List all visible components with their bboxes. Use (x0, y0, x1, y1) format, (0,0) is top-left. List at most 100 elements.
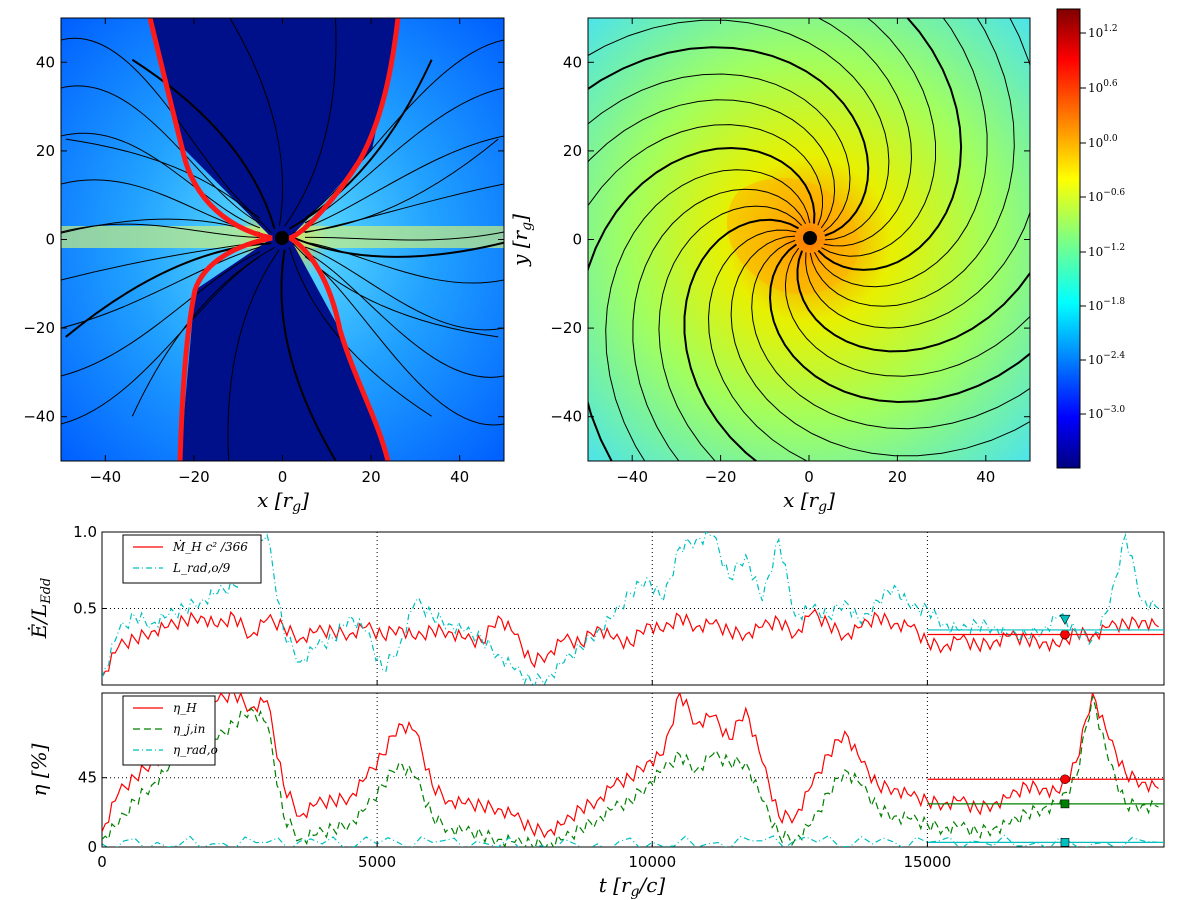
average-marker (1060, 838, 1070, 847)
legend-label: η_H (173, 701, 197, 715)
series-line (102, 608, 1159, 678)
streamline (813, 18, 988, 288)
streamline (817, 18, 913, 247)
streamline (817, 18, 963, 271)
streamline (61, 37, 261, 219)
colorbar-tick-label: 101.2 (1088, 24, 1118, 40)
streamline (61, 85, 261, 224)
streamline (131, 58, 276, 229)
streamline (821, 18, 936, 257)
streamline (588, 46, 870, 237)
panel-top-left: −40 −20 0 20 40 −40 −20 0 20 40 x [rg] (23, 17, 505, 515)
legend-label: Ṁ_H c² /366 (172, 539, 248, 554)
panel-top-right: −40 −20 0 20 40 −40 −20 0 20 40 x [rg] y [rg] (508, 17, 1031, 515)
y-tick-label: 0 (87, 838, 97, 856)
y-tick-label: −40 (550, 408, 582, 426)
contour-left (147, 18, 273, 461)
x-tick-label: 40 (976, 468, 995, 486)
y-tick-label: 20 (563, 142, 582, 160)
streamline (768, 243, 1030, 404)
colorbar-tick-label: 10−0.6 (1088, 188, 1125, 204)
streamline (293, 237, 504, 258)
x-tick-label: 20 (362, 468, 381, 486)
streamlines-right (588, 18, 1030, 461)
streamline (605, 169, 811, 461)
y-tick-label: 0.5 (73, 600, 97, 618)
x-tick-label: 0 (278, 468, 288, 486)
streamline (304, 135, 504, 229)
x-tick-label: 15000 (904, 853, 952, 871)
y-tick-label: −20 (23, 319, 55, 337)
x-tick-label: 5000 (358, 853, 396, 871)
streamline (809, 18, 1015, 307)
y-tick-label: 20 (36, 142, 55, 160)
streamline (730, 235, 1030, 457)
average-marker (1060, 774, 1070, 785)
streamline (707, 229, 808, 461)
colorbar-tick-label: 10−2.4 (1088, 351, 1125, 367)
xlabel-left: x [rg] (257, 488, 309, 515)
legend-box (122, 534, 262, 584)
streamline (632, 188, 807, 461)
streamline (289, 247, 432, 417)
streamlines-left (61, 18, 504, 461)
x-tick-label: −40 (616, 468, 648, 486)
streamline (61, 241, 261, 281)
streamline (304, 183, 504, 234)
y-tick-label: 1.0 (73, 523, 97, 541)
series-line (102, 695, 1159, 847)
x-tick-label: 40 (450, 468, 469, 486)
ylabel-bottom: η [%] (27, 743, 51, 796)
colorbar-tick-label: 100.6 (1088, 79, 1118, 95)
streamline (588, 124, 824, 226)
streamline (304, 251, 504, 378)
streamline (751, 239, 1030, 430)
streamline (304, 246, 504, 331)
average-marker (1060, 799, 1070, 809)
y-tick-label: 40 (36, 53, 55, 71)
x-tick-label: −20 (178, 468, 210, 486)
x-tick-label: −20 (705, 468, 737, 486)
average-marker (1060, 629, 1070, 640)
panel-bottom: 0 5000 10000 15000 0 45 η [%] t [rg/c] η_H η_j… (27, 692, 1165, 900)
legend-label: L_rad,o/9 (172, 561, 231, 575)
x-tick-label: −40 (89, 468, 121, 486)
streamline (61, 132, 261, 229)
colorbar-tick-label: 10−3.0 (1088, 405, 1125, 421)
average-marker (1059, 614, 1071, 625)
streamline (588, 73, 851, 232)
streamline (683, 218, 799, 461)
colorbar-tick-label: 10−1.2 (1088, 243, 1125, 259)
streamline (61, 223, 261, 238)
streamline (304, 39, 504, 219)
x-tick-label: 20 (888, 468, 907, 486)
y-tick-label: −40 (23, 408, 55, 426)
y-tick-label: 45 (78, 769, 97, 787)
y-tick-label: 0 (45, 231, 55, 249)
panel-middle: 0.5 1.0 Ė/LEdd Ṁ_H c² /366 L_rad,o/9 (27, 523, 1165, 686)
y-tick-label: 40 (563, 53, 582, 71)
streamline (61, 246, 261, 329)
colorbar-gradient (1056, 8, 1081, 469)
streamline (280, 249, 337, 461)
streamline (658, 205, 803, 461)
colorbar-tick-label: 100.0 (1088, 134, 1118, 150)
x-tick-label: 10000 (628, 853, 676, 871)
y-tick-label: −20 (550, 319, 582, 337)
streamline (304, 231, 504, 241)
xlabel-right: x [rg] (783, 488, 835, 515)
streamline (304, 241, 504, 284)
x-tick-label: 0 (804, 468, 814, 486)
streamline (588, 146, 816, 461)
streamline (588, 99, 836, 229)
streamline (796, 250, 1030, 353)
streamline (61, 256, 261, 425)
colorbar: 101.2 100.6 100.0 10−0.6 10−1.2 10−1.8 10−2.4 1… (1056, 8, 1125, 469)
streamline (229, 18, 284, 227)
ylabel-middle: Ė/LEdd (27, 578, 54, 640)
funnel-region (150, 18, 398, 461)
black-hole-right (803, 231, 817, 245)
streamline (784, 247, 1030, 377)
streamline (288, 59, 433, 230)
